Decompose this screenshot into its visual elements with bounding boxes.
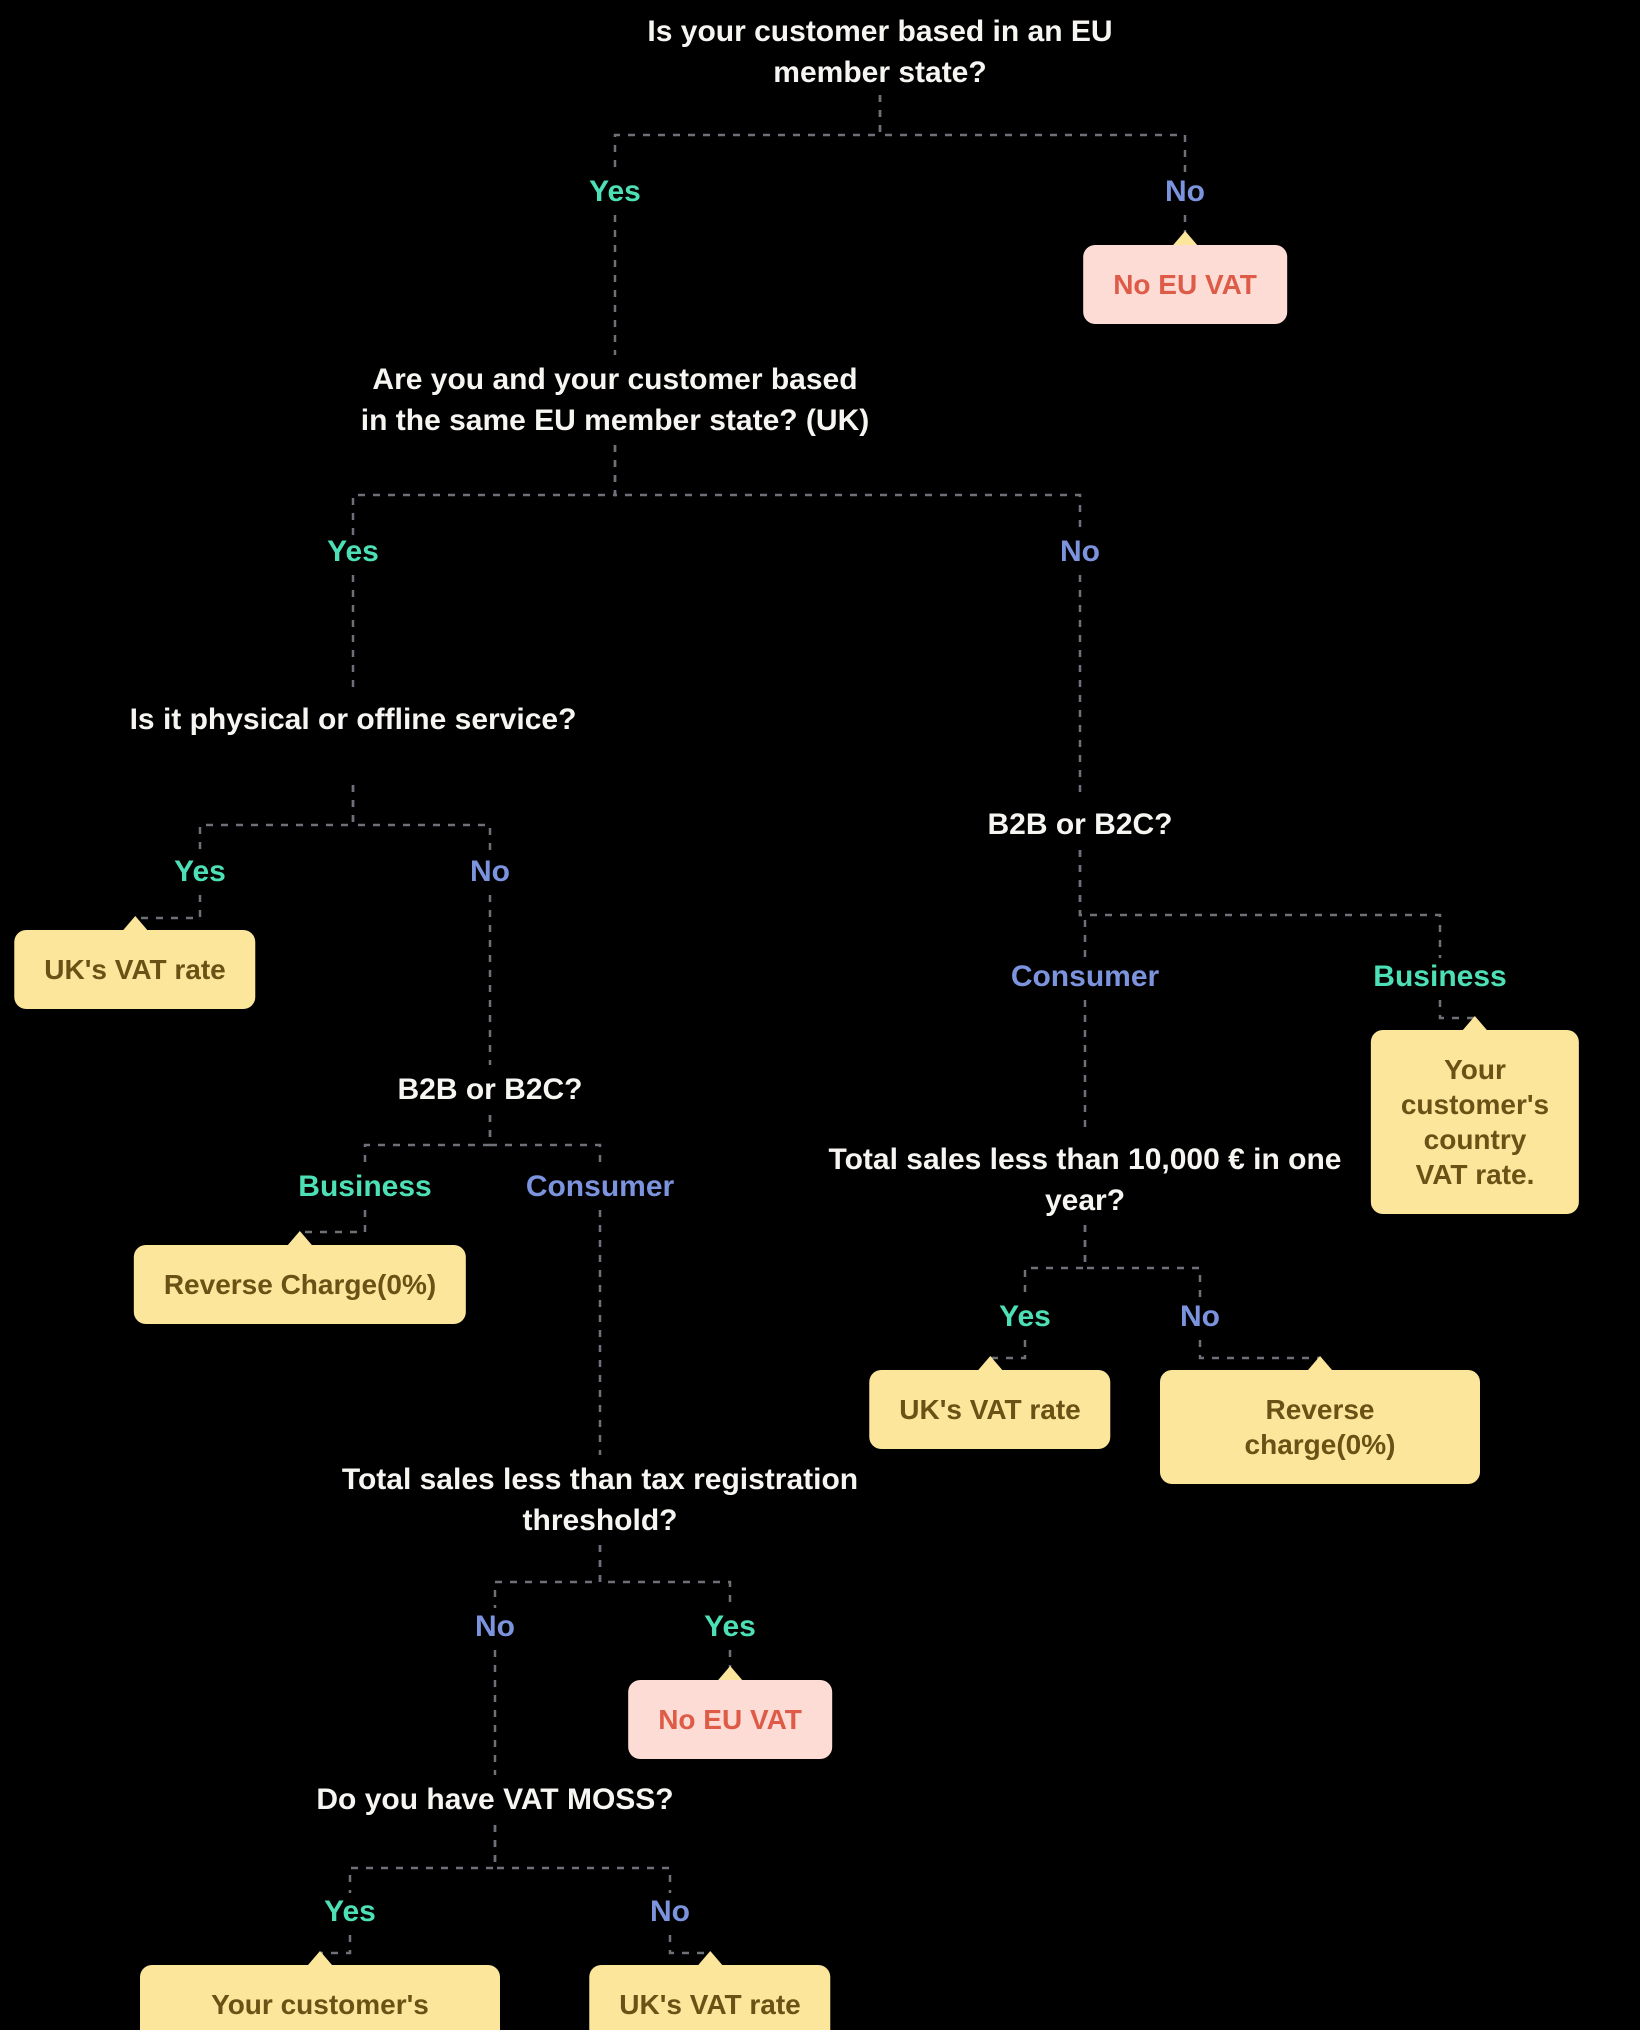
branch-q4-business: Business [1373,960,1506,994]
edge [880,95,1185,175]
edge [615,95,880,175]
flowchart-stage: Is your customer based in an EU member s… [0,0,1640,2030]
leaf-uk-vat-rate-3: UK's VAT rate [589,1965,830,2030]
edge [490,1115,600,1168]
leaf-reverse-charge-1: Reverse Charge(0%) [134,1245,466,1324]
branch-q3-yes: Yes [174,855,226,889]
edge [1080,850,1085,958]
question-q7: Total sales less than tax registration t… [340,1460,860,1541]
branch-q5-business: Business [298,1170,431,1204]
edge [200,785,353,855]
branch-q1-no: No [1165,175,1205,209]
edge [495,1545,600,1608]
edge [1025,1225,1085,1298]
branch-q2-no: No [1060,535,1100,569]
edge [600,1545,730,1608]
edge [300,1210,365,1232]
branch-q7-yes: Yes [704,1610,756,1644]
question-q2: Are you and your customer based in the s… [355,360,875,441]
branch-q7-no: No [475,1610,515,1644]
edge [353,445,615,535]
leaf-no-eu-vat-1: No EU VAT [1083,245,1287,324]
branch-q5-consumer: Consumer [526,1170,674,1204]
branch-q2-yes: Yes [327,535,379,569]
branch-q3-no: No [470,855,510,889]
branch-q8-yes: Yes [324,1895,376,1929]
question-q1: Is your customer based in an EU member s… [620,12,1140,93]
leaf-reverse-charge-2: Reverse charge(0%) [1160,1370,1480,1484]
question-q3: Is it physical or offline service? [130,700,577,741]
leaf-uk-vat-rate-1: UK's VAT rate [14,930,255,1009]
edge [1085,1225,1200,1298]
question-q4: B2B or B2C? [987,805,1172,846]
edge [135,895,200,918]
question-q8: Do you have VAT MOSS? [316,1780,673,1821]
branch-q6-no: No [1180,1300,1220,1334]
edge [615,445,1080,535]
branch-q8-no: No [650,1895,690,1929]
edge [365,1115,490,1168]
leaf-uk-vat-rate-2: UK's VAT rate [869,1370,1110,1449]
leaf-no-eu-vat-2: No EU VAT [628,1680,832,1759]
question-q5: B2B or B2C? [397,1070,582,1111]
edge [1080,850,1440,958]
edge [1200,1340,1320,1358]
edge [350,1825,495,1893]
edge [353,785,490,855]
leaf-customer-rate-2: Your customer's country VAT rate. [140,1965,500,2030]
edge [495,1825,670,1893]
branch-q6-yes: Yes [999,1300,1051,1334]
branch-q4-consumer: Consumer [1011,960,1159,994]
branch-q1-yes: Yes [589,175,641,209]
leaf-customer-rate-1: Your customer's country VAT rate. [1371,1030,1579,1214]
question-q6: Total sales less than 10,000 € in one ye… [825,1140,1345,1221]
